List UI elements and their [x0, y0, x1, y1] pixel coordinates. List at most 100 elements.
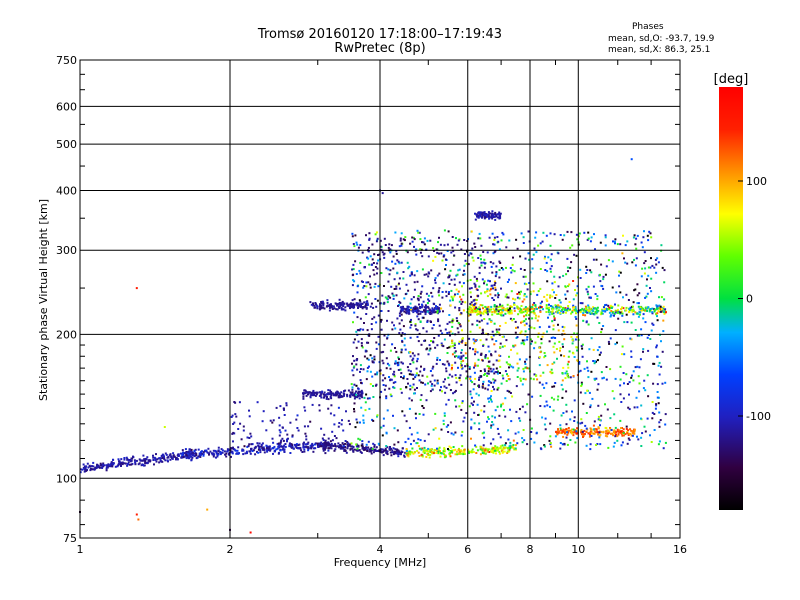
- data-point: [493, 322, 496, 325]
- data-point: [530, 338, 532, 341]
- data-point: [328, 309, 331, 312]
- data-point: [473, 364, 476, 367]
- data-point: [135, 287, 138, 290]
- data-point: [510, 420, 513, 423]
- data-point: [166, 459, 169, 462]
- data-point: [510, 365, 513, 368]
- data-point: [494, 379, 497, 382]
- data-point: [464, 357, 467, 359]
- data-point: [340, 395, 343, 398]
- data-point: [367, 440, 370, 443]
- data-point: [576, 349, 579, 352]
- data-point: [470, 427, 473, 430]
- data-point: [435, 362, 438, 365]
- data-point: [587, 293, 590, 296]
- data-point: [642, 308, 644, 310]
- data-point: [284, 445, 287, 448]
- data-point: [382, 454, 385, 457]
- data-point: [646, 374, 649, 377]
- data-point: [356, 368, 359, 371]
- data-point: [594, 428, 597, 430]
- data-point: [549, 422, 552, 425]
- data-point: [322, 304, 325, 307]
- data-point: [249, 450, 252, 453]
- data-point: [353, 448, 356, 451]
- data-point: [476, 403, 479, 406]
- data-point: [494, 371, 497, 373]
- data-point: [565, 390, 568, 393]
- data-point: [387, 295, 390, 298]
- data-point: [473, 282, 476, 285]
- data-point: [599, 273, 601, 276]
- data-point: [386, 446, 389, 449]
- data-point: [444, 378, 446, 381]
- data-point: [467, 254, 470, 257]
- data-point: [404, 293, 407, 296]
- data-point: [540, 306, 543, 308]
- data-point: [557, 252, 560, 255]
- data-point: [510, 271, 513, 274]
- data-point: [380, 390, 383, 393]
- data-point: [550, 253, 553, 256]
- data-point: [450, 451, 453, 453]
- data-point: [524, 318, 527, 321]
- data-point: [471, 247, 474, 250]
- data-point: [333, 307, 336, 310]
- data-point: [596, 316, 599, 319]
- data-point: [412, 361, 415, 364]
- data-point: [498, 211, 501, 214]
- data-point: [337, 442, 340, 445]
- data-point: [562, 345, 564, 348]
- data-point: [337, 395, 340, 398]
- data-point: [393, 427, 396, 430]
- data-point: [215, 452, 218, 455]
- data-point: [522, 367, 525, 370]
- data-point: [100, 464, 102, 467]
- data-point: [621, 434, 624, 437]
- data-point: [537, 335, 540, 338]
- data-point: [638, 382, 641, 385]
- data-point: [516, 369, 519, 372]
- data-point: [333, 393, 336, 396]
- data-point: [619, 384, 622, 387]
- data-point: [326, 302, 329, 304]
- data-point: [341, 419, 343, 422]
- data-point: [478, 272, 481, 275]
- data-point: [296, 427, 299, 429]
- data-point: [379, 239, 382, 242]
- data-point: [355, 363, 358, 366]
- data-point: [482, 447, 485, 450]
- data-point: [620, 444, 623, 447]
- data-point: [431, 367, 434, 370]
- data-point: [656, 355, 659, 358]
- data-point: [546, 307, 549, 310]
- data-point: [202, 454, 205, 457]
- data-point: [480, 446, 483, 449]
- data-point: [478, 386, 481, 389]
- data-point: [360, 394, 363, 397]
- data-point: [387, 280, 390, 283]
- data-point: [358, 299, 361, 302]
- data-point: [337, 406, 340, 409]
- data-point: [304, 443, 307, 446]
- data-point: [453, 391, 456, 394]
- data-point: [427, 447, 430, 450]
- data-point: [185, 457, 188, 460]
- data-point: [309, 396, 312, 399]
- data-point: [506, 389, 509, 392]
- data-point: [639, 358, 642, 361]
- data-point: [411, 273, 413, 276]
- data-point: [551, 282, 554, 285]
- data-point: [551, 371, 554, 374]
- data-point: [501, 402, 504, 405]
- data-point: [523, 315, 525, 318]
- data-point: [599, 424, 601, 427]
- data-point: [380, 272, 383, 274]
- data-point: [320, 427, 323, 430]
- data-point: [361, 396, 364, 399]
- data-point: [454, 374, 457, 377]
- data-point: [302, 397, 305, 400]
- data-point: [627, 406, 630, 409]
- data-point: [470, 418, 473, 421]
